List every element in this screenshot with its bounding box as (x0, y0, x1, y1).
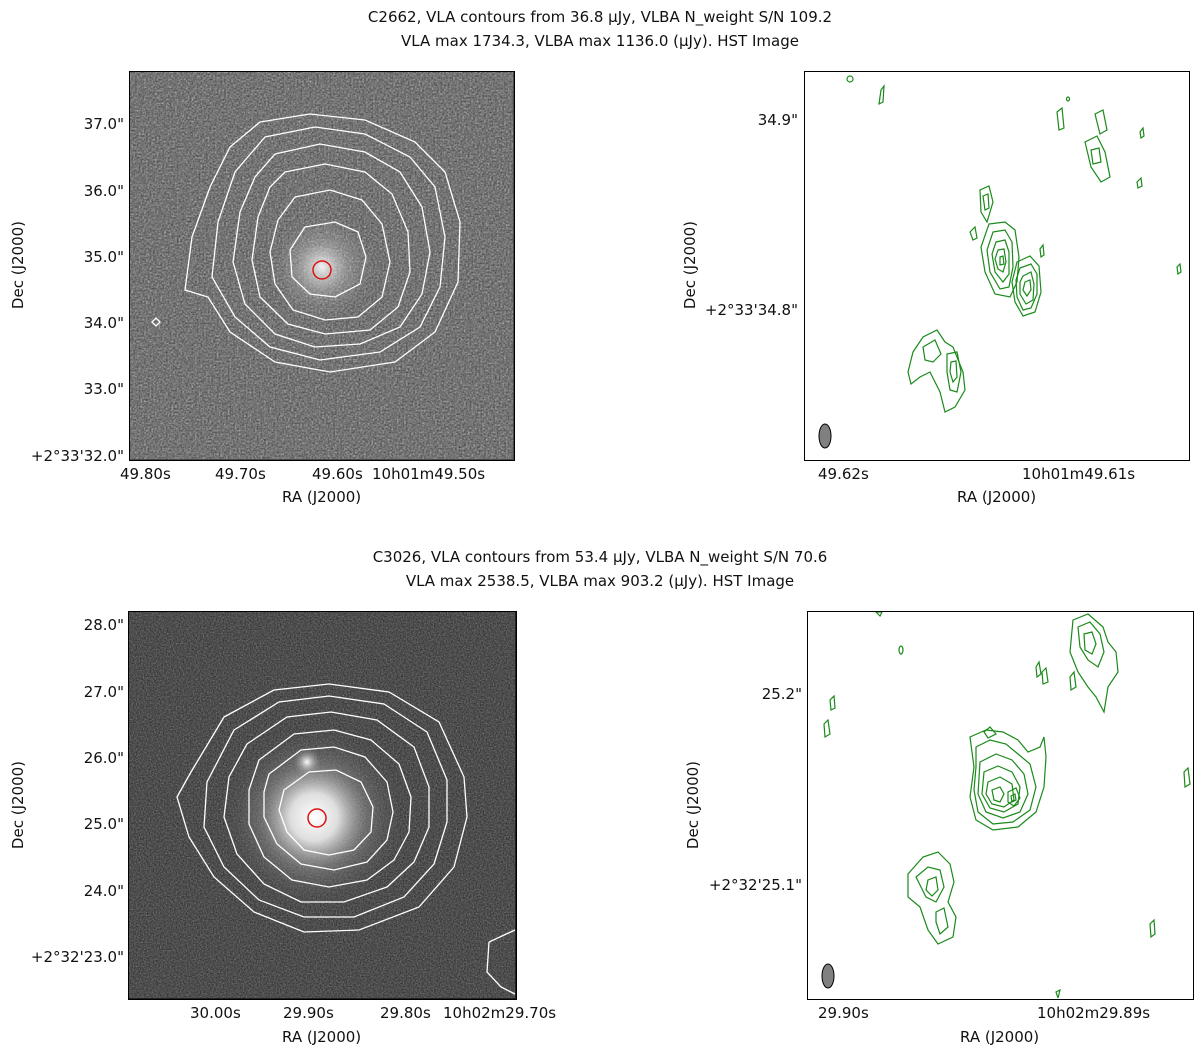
figure-1-vlba-svg (818, 75, 1182, 449)
figure-1-position-marker (312, 260, 332, 280)
figure-2-left-xtick: 30.00s (190, 1004, 241, 1022)
figure-1-left-xlabel: RA (J2000) (282, 488, 362, 506)
figure-1-left-ytick: 36.0" (83, 182, 124, 200)
figure-2-left-ytick: 25.0" (83, 815, 124, 833)
figure-2-position-marker (307, 808, 327, 828)
figure-1-title-line-2: VLA max 1734.3, VLBA max 1136.0 (μJy). H… (401, 32, 799, 50)
figure-2-source-glow (219, 722, 409, 912)
figure-2-left-xtick: 29.90s (283, 1004, 334, 1022)
figure-2-vlba-svg (821, 612, 1191, 998)
figure-1-left-xtick: 10h01m49.50s (372, 465, 486, 483)
figure-2-vla-contours (176, 683, 515, 995)
figure-2-right-xtick: 10h02m29.89s (1037, 1004, 1151, 1022)
figure-2-left-xtick: 10h02m29.70s (443, 1004, 557, 1022)
figure-1-hst-image-svg (130, 72, 513, 459)
figure-2-right-ytick: +2°32'25.1" (708, 876, 802, 894)
figure-1-title-line-1: C2662, VLA contours from 36.8 μJy, VLBA … (367, 8, 833, 26)
figure-1-right-ytick: 34.9" (757, 111, 798, 129)
figure-1-left-xtick: 49.60s (312, 465, 363, 483)
figure-1-vlba-panel (804, 71, 1190, 461)
figure-2-beam-ellipse (821, 963, 835, 989)
figure-1-vla-contours (151, 113, 461, 373)
figure-1-left-ytick: 35.0" (83, 248, 124, 266)
figure-2-left-ytick: 28.0" (83, 616, 124, 634)
figure-2-left-xtick: 29.80s (380, 1004, 431, 1022)
figure-2-title-line-2: VLA max 2538.5, VLBA max 903.2 (μJy). HS… (405, 572, 795, 590)
figure-1-left-ytick: 37.0" (83, 115, 124, 133)
figure-1-left-xtick: 49.80s (120, 465, 171, 483)
figure-1-right-ylabel: Dec (J2000) (681, 220, 699, 310)
figure-2-right-ytick: 25.2" (761, 685, 802, 703)
figure-2-hst-image-panel (128, 611, 517, 1000)
figure-2-vlba-panel (807, 611, 1194, 1000)
figure-1-left-ytick: 34.0" (83, 314, 124, 332)
figure-2-left-ytick: +2°32'23.0" (30, 948, 124, 966)
figure-1-left-xtick: 49.70s (215, 465, 266, 483)
figure-1-left-ytick: 33.0" (83, 380, 124, 398)
figure-2-hst-image-svg (129, 612, 515, 998)
figure-2-left-xlabel: RA (J2000) (282, 1028, 362, 1046)
figure-1-left-ytick: +2°33'32.0" (30, 447, 124, 465)
figure-2-right-ylabel: Dec (J2000) (684, 760, 702, 850)
figure-1-beam-ellipse (818, 423, 832, 449)
figure-1-right-ytick: +2°33'34.8" (704, 301, 798, 319)
figure-1-right-xlabel: RA (J2000) (957, 488, 1037, 506)
figure-1-source-glow (267, 212, 377, 322)
figure-1-right-xtick: 49.62s (818, 465, 869, 483)
figure-2-left-ytick: 24.0" (83, 882, 124, 900)
figure-1-right-xtick: 10h01m49.61s (1022, 465, 1136, 483)
figure-2-right-xlabel: RA (J2000) (960, 1028, 1040, 1046)
figure-1-left-ylabel: Dec (J2000) (9, 220, 27, 310)
figure-2-left-ytick: 26.0" (83, 749, 124, 767)
figure-2-left-ytick: 27.0" (83, 683, 124, 701)
figure-2-title-line-1: C3026, VLA contours from 53.4 μJy, VLBA … (372, 548, 828, 566)
figure-1-hst-image-panel (129, 71, 515, 461)
figure-2-right-xtick: 29.90s (818, 1004, 869, 1022)
figure-2-left-ylabel: Dec (J2000) (9, 760, 27, 850)
figure-2-vlba-contours (823, 612, 1191, 998)
figure-1-vlba-contours (846, 75, 1182, 413)
figure-2-companion-glow (293, 748, 321, 776)
